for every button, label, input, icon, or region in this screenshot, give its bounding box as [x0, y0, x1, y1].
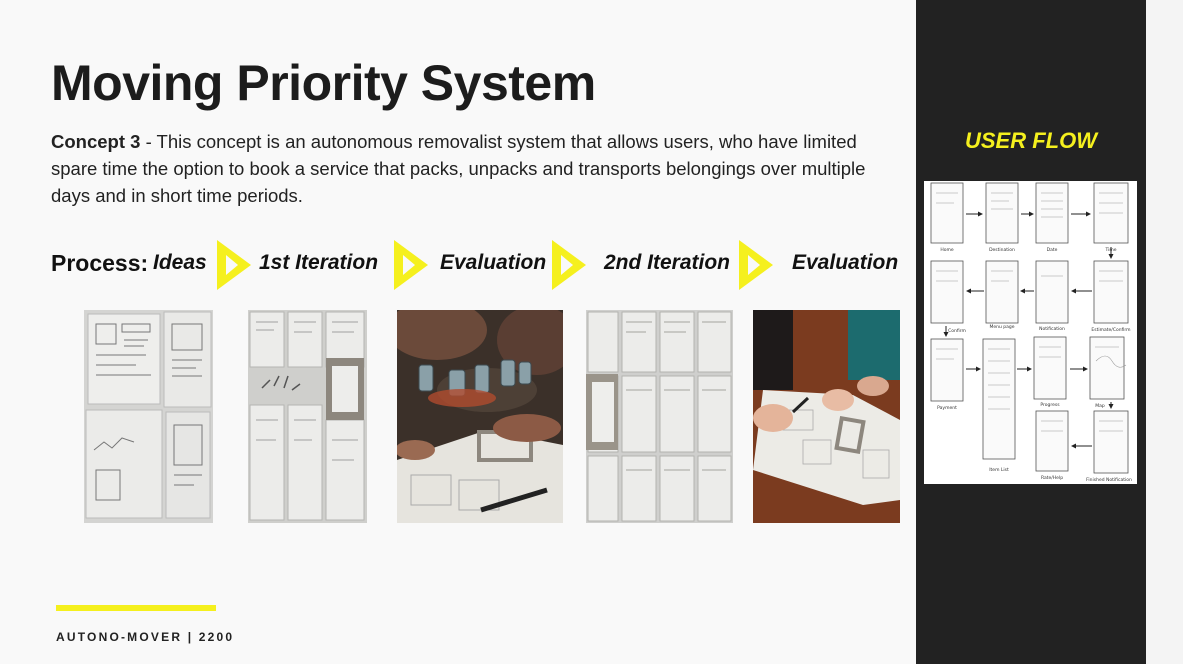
user-flow-diagram: Home Destination Date Time Estimate/Conf… [924, 181, 1137, 484]
slide-title: Moving Priority System [51, 55, 596, 111]
flow-label-rate-help: Rate/Help [1041, 475, 1063, 481]
process-step-evaluation-2: Evaluation [792, 251, 899, 274]
footer-accent-bar [56, 605, 216, 611]
process-step-1st-iteration: 1st Iteration [259, 251, 379, 274]
arrow-right-icon [552, 240, 586, 290]
flow-label-finished-notification: Finished Notification [1086, 477, 1132, 483]
iteration-1-wireframes-photo [248, 310, 367, 523]
concept-label: Concept 3 [51, 131, 141, 152]
user-flow-title: USER FLOW [965, 128, 1097, 153]
flow-label-item-list: Item List [989, 467, 1009, 473]
concept-description: Concept 3 - This concept is an autonomou… [51, 128, 901, 209]
concept-text: - This concept is an autonomous removali… [51, 131, 866, 206]
evaluation-hands-photo [753, 310, 900, 523]
right-margin [1146, 0, 1183, 664]
process-label: Process: [51, 250, 149, 276]
arrow-right-icon [394, 240, 428, 290]
arrow-right-icon [217, 240, 251, 290]
evaluation-session-photo [397, 310, 563, 523]
flow-label-payment: Payment [937, 405, 957, 411]
flow-label-home: Home [940, 247, 954, 253]
arrow-right-icon [739, 240, 773, 290]
ideas-sketches-photo [84, 310, 213, 523]
process-step-2nd-iteration: 2nd Iteration [604, 251, 731, 274]
flow-label-progress: Progress [1040, 402, 1060, 408]
flow-label-notification: Notification [1039, 326, 1065, 332]
flow-label-menu-page: Menu page [989, 324, 1014, 330]
iteration-2-wireframes-photo [586, 310, 733, 523]
footer-label: AUTONO-MOVER | 2200 [56, 630, 235, 644]
flow-label-estimate-confirm: Estimate/Confirm [1091, 327, 1130, 333]
user-flow-wireframes: Home Destination Date Time Estimate/Conf… [930, 182, 1132, 483]
flow-label-time: Time [1104, 247, 1116, 253]
flow-label-date: Date [1047, 247, 1058, 253]
process-step-evaluation-1: Evaluation [440, 251, 547, 274]
flow-label-destination: Destination [989, 247, 1015, 253]
user-flow-panel: USER FLOW [916, 0, 1146, 664]
process-step-ideas: Ideas [153, 251, 207, 274]
flow-label-confirm: Confirm [948, 328, 966, 334]
flow-label-map: Map [1095, 403, 1105, 409]
